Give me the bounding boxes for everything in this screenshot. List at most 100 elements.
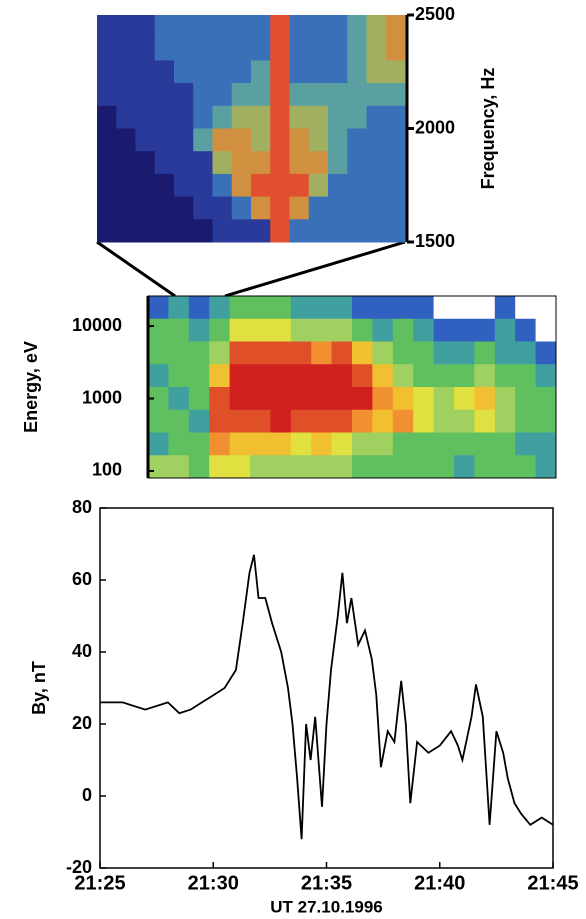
heatmap-cell <box>135 15 156 39</box>
y-tick-label: -20 <box>66 857 92 877</box>
heatmap-cell <box>433 318 455 342</box>
heatmap-cell <box>372 318 394 342</box>
heatmap-cell <box>209 409 231 433</box>
x-tick-label: 21:30 <box>188 872 239 894</box>
heatmap-cell <box>474 432 496 456</box>
heatmap-cell <box>347 105 367 129</box>
heatmap-cell <box>188 409 210 433</box>
heatmap-cell <box>289 83 310 107</box>
heatmap-cell <box>188 296 210 320</box>
heatmap-cell <box>308 128 329 152</box>
heatmap-cell <box>515 409 537 433</box>
heatmap-cell <box>174 105 194 129</box>
heatmap-cell <box>372 364 394 388</box>
x-tick-label: 21:25 <box>74 872 125 894</box>
heatmap-cell <box>515 387 537 411</box>
heatmap-cell <box>290 387 312 411</box>
heatmap-cell <box>193 128 213 152</box>
heatmap-cell <box>328 219 348 243</box>
y-tick-label: 40 <box>72 641 92 661</box>
heatmap-cell <box>494 387 516 411</box>
heatmap-cell <box>331 387 353 411</box>
heatmap-cell <box>270 387 292 411</box>
heatmap-cell <box>328 83 348 107</box>
heatmap-cell <box>372 432 394 456</box>
heatmap-cell <box>454 364 475 388</box>
heatmap-cell <box>174 83 194 107</box>
heatmap-cell <box>308 196 329 220</box>
heatmap-cell <box>229 387 251 411</box>
heatmap-cell <box>366 128 387 152</box>
heatmap-cell <box>494 296 516 320</box>
heatmap-cell <box>97 151 117 175</box>
heatmap-cell <box>193 60 213 84</box>
heatmap-cell <box>229 296 251 320</box>
heatmap-cell <box>454 387 475 411</box>
heatmap-cell <box>290 341 312 365</box>
heatmap-cell <box>352 296 373 320</box>
heatmap-cell <box>188 318 210 342</box>
y-tick-label: 10000 <box>72 315 122 335</box>
heatmap-cell <box>116 37 136 61</box>
heatmap-cell <box>474 296 496 320</box>
heatmap-cell <box>494 318 516 342</box>
heatmap-cell <box>250 455 271 479</box>
heatmap-cell <box>289 196 310 220</box>
heatmap-cell <box>372 296 394 320</box>
by-line <box>100 554 554 840</box>
heatmap-cell <box>135 128 156 152</box>
heatmap-cell <box>289 151 310 175</box>
heatmap-cell <box>352 409 373 433</box>
heatmap-cell <box>289 173 310 198</box>
heatmap-cell <box>231 196 252 220</box>
heatmap-cell <box>535 387 557 411</box>
heatmap-cell <box>270 364 292 388</box>
heatmap-cell <box>154 219 175 243</box>
heatmap-cell <box>494 432 516 456</box>
heatmap-cell <box>413 364 435 388</box>
heatmap-cell <box>385 15 406 39</box>
heatmap-cell <box>116 151 136 175</box>
heatmap-cell <box>311 432 333 456</box>
heatmap-cell <box>385 173 406 198</box>
heatmap-cell <box>366 83 387 107</box>
heatmap-cell <box>433 387 455 411</box>
heatmap-cell <box>331 364 353 388</box>
heatmap-cell <box>209 296 231 320</box>
heatmap-cell <box>231 151 252 175</box>
heatmap-cell <box>116 83 136 107</box>
heatmap-cell <box>308 105 329 129</box>
heatmap-cell <box>535 364 557 388</box>
heatmap-cell <box>270 455 292 479</box>
heatmap-cell <box>328 173 348 198</box>
heatmap-cell <box>154 60 175 84</box>
heatmap-cell <box>174 151 194 175</box>
heatmap-cell <box>347 37 367 61</box>
heatmap-cell <box>372 455 394 479</box>
heatmap-cell <box>392 341 414 365</box>
heatmap-cell <box>270 83 290 107</box>
heatmap-cell <box>154 128 175 152</box>
heatmap-cell <box>308 151 329 175</box>
heatmap-cell <box>193 105 213 129</box>
y-tick-label: 80 <box>72 497 92 517</box>
heatmap-cell <box>347 15 367 39</box>
heatmap-cell <box>135 60 156 84</box>
heatmap-cell <box>231 105 252 129</box>
heatmap-cell <box>116 219 136 243</box>
heatmap-cell <box>212 196 233 220</box>
heatmap-cell <box>328 15 348 39</box>
heatmap-cell <box>270 341 292 365</box>
heatmap-cell <box>212 83 233 107</box>
heatmap-cell <box>209 318 231 342</box>
heatmap-cell <box>311 409 333 433</box>
heatmap-cell <box>229 341 251 365</box>
heatmap-cell <box>372 409 394 433</box>
heatmap-cell <box>212 128 233 152</box>
heatmap-cell <box>229 455 251 479</box>
heatmap-cell <box>148 387 169 411</box>
heatmap-cell <box>413 341 435 365</box>
heatmap-cell <box>515 296 537 320</box>
heatmap-cell <box>229 364 251 388</box>
heatmap-cell <box>148 432 169 456</box>
